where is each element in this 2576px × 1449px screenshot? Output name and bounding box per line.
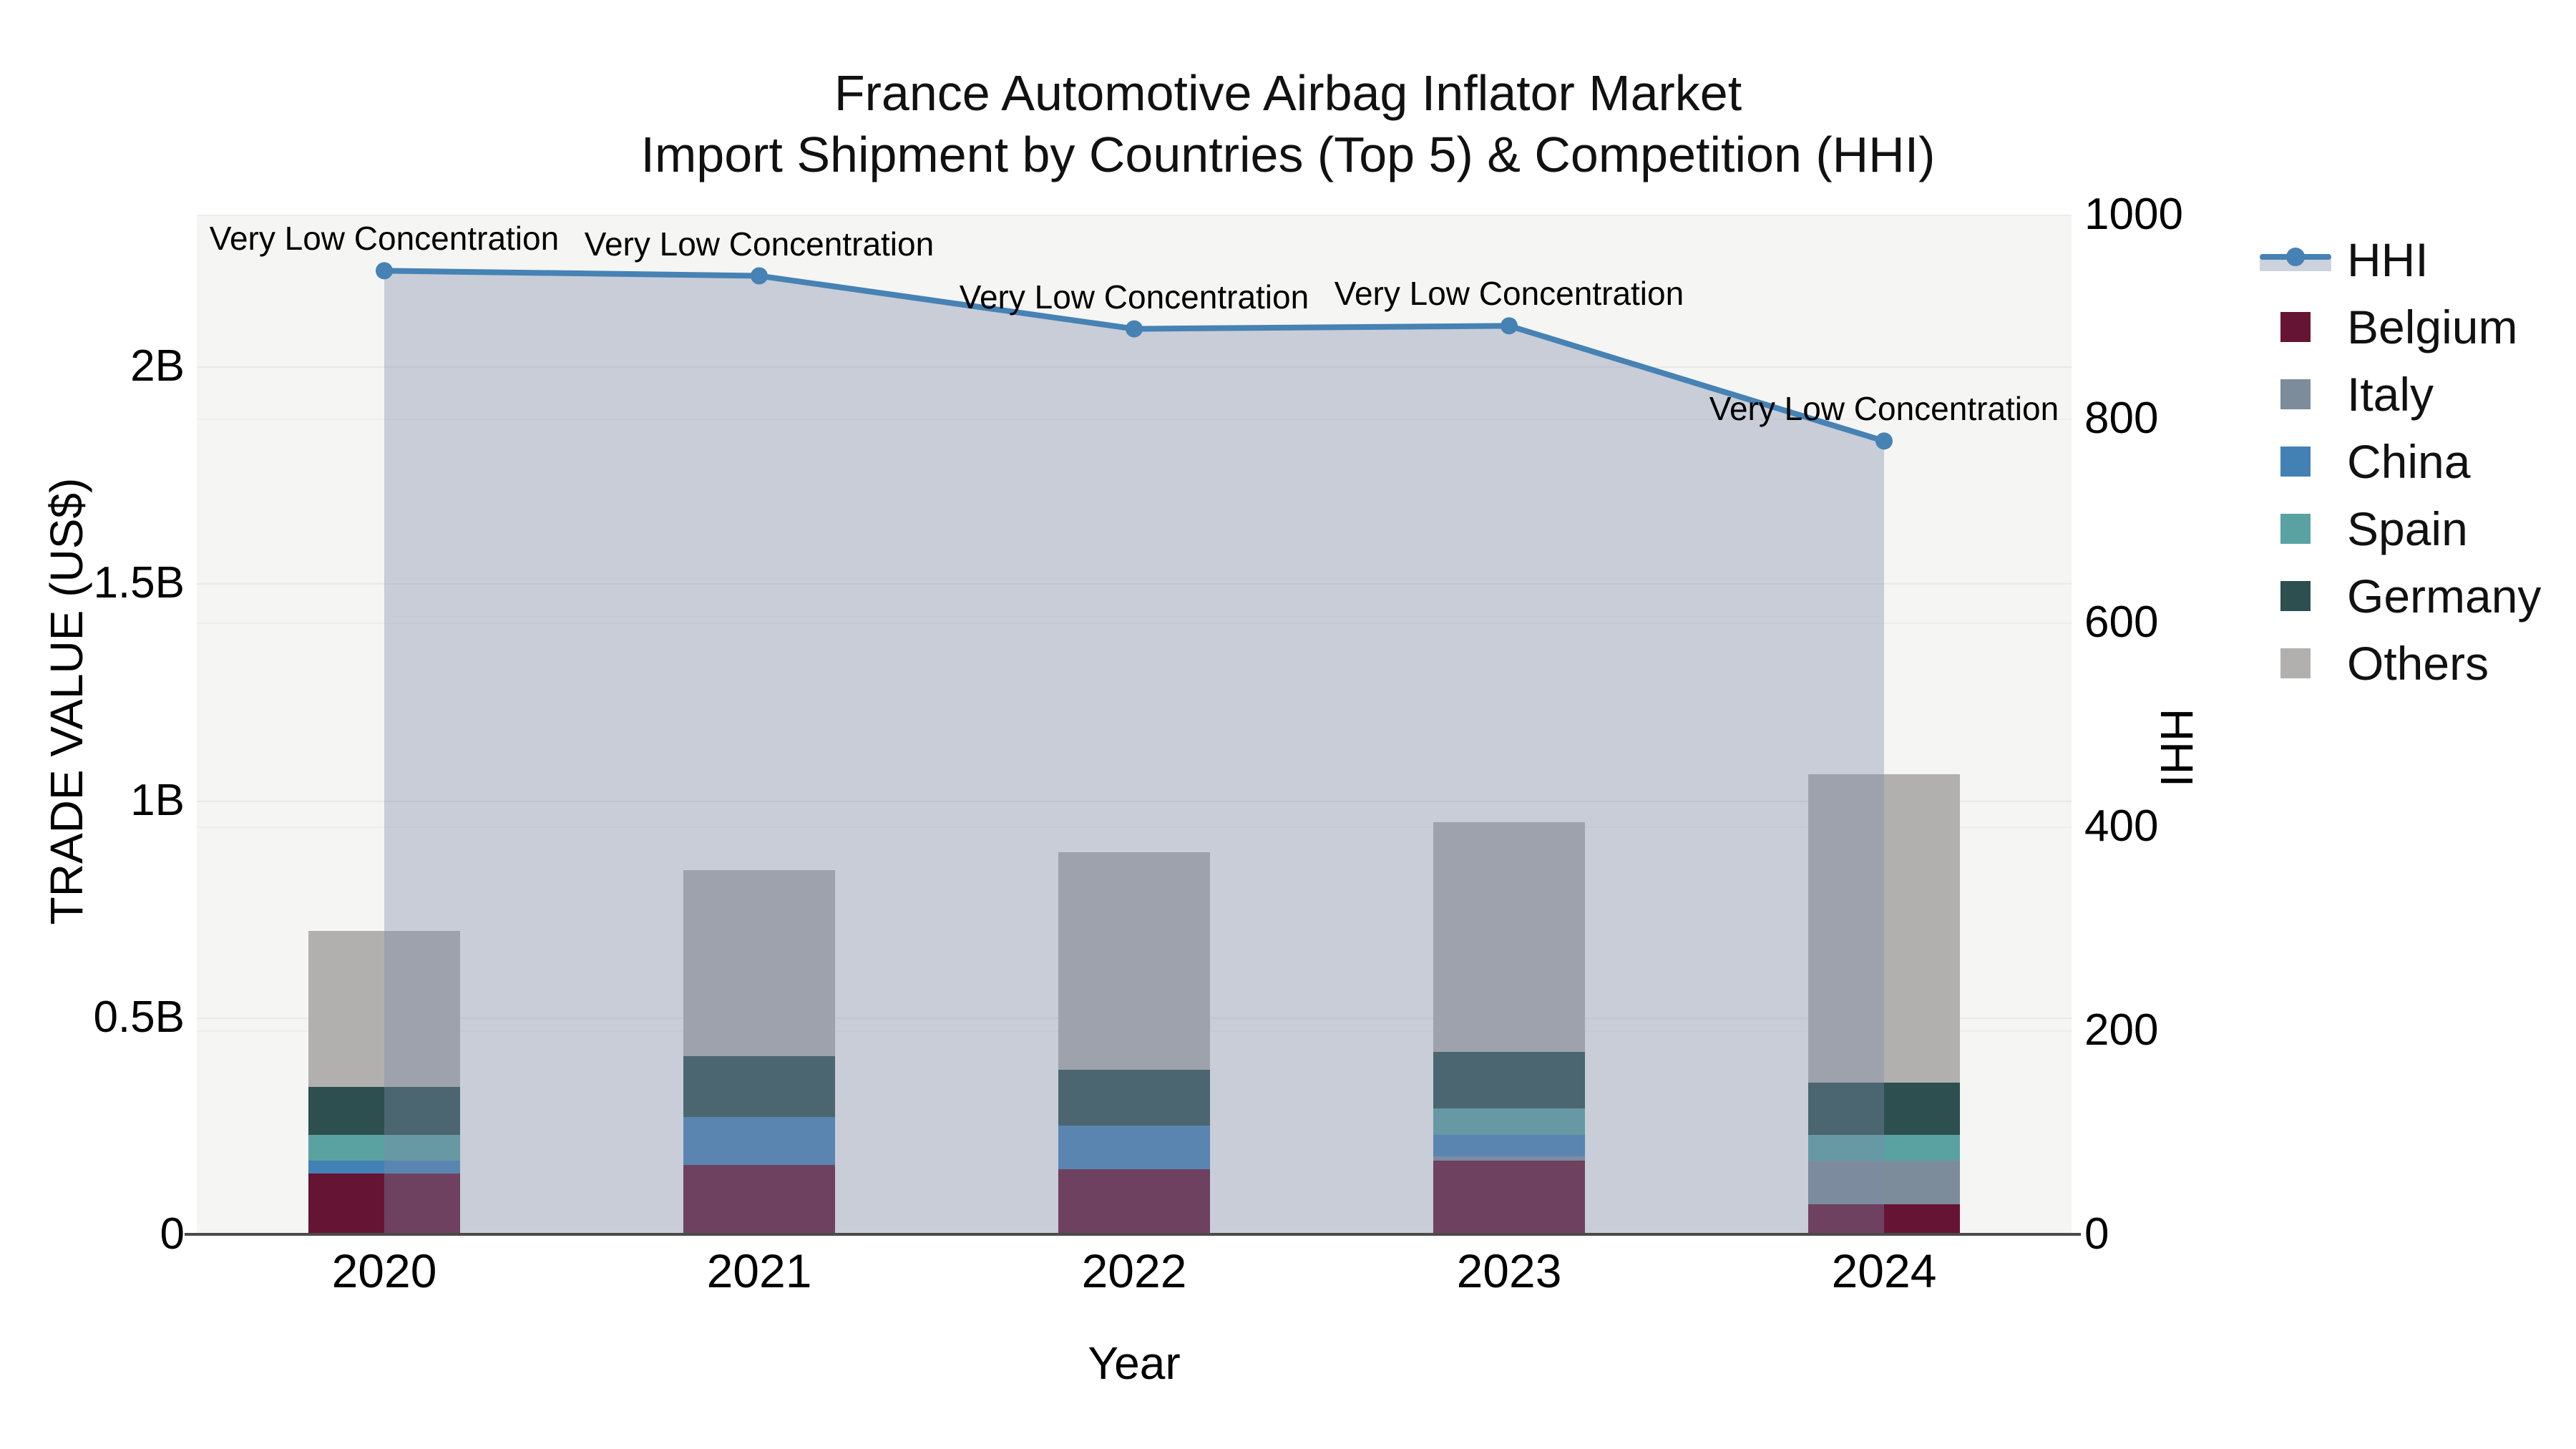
hhi-area-fill <box>384 270 1884 1234</box>
legend-item-italy: Italy <box>2260 361 2541 428</box>
color-swatch-icon <box>2280 312 2311 342</box>
legend-label: Germany <box>2347 570 2542 623</box>
x-tick-label-2020: 2020 <box>331 1244 437 1297</box>
hhi-point-2022 <box>1126 320 1143 338</box>
x-tick-label-2024: 2024 <box>1831 1244 1937 1297</box>
bar-segment-belgium-2022 <box>1058 1169 1210 1234</box>
annotation-2024: Very Low Concentration <box>1709 390 2059 427</box>
hhi-point-2023 <box>1501 317 1518 335</box>
gridline-left-axis <box>197 366 2072 368</box>
hhi-line-sample-icon <box>2260 238 2331 281</box>
legend-label: Others <box>2347 637 2489 690</box>
color-swatch-icon <box>2280 581 2311 611</box>
legend-item-germany: Germany <box>2260 562 2541 630</box>
legend-item-china: China <box>2260 428 2541 495</box>
bar-segment-belgium-2020 <box>308 1174 460 1234</box>
annotation-2023: Very Low Concentration <box>1334 275 1684 312</box>
legend-label: HHI <box>2347 233 2429 286</box>
gridline-left-axis <box>197 801 2072 802</box>
y-right-tick-label: 200 <box>2084 1005 2159 1055</box>
color-swatch-icon <box>2280 379 2311 409</box>
y-right-tick-label: 600 <box>2084 597 2159 647</box>
y-left-tick-label: 1B <box>130 776 185 825</box>
x-axis-title: Year <box>1088 1337 1181 1389</box>
legend-label: Spain <box>2347 502 2468 555</box>
x-tick-label-2021: 2021 <box>706 1244 812 1297</box>
hhi-point-2024 <box>1875 432 1893 450</box>
legend-item-spain: Spain <box>2260 495 2541 562</box>
legend: HHI Belgium Italy China Spain Germany Others <box>2260 226 2541 697</box>
y-right-tick-label: 1000 <box>2084 190 2183 239</box>
bar-segment-belgium-2023 <box>1433 1161 1585 1235</box>
x-tick-label-2023: 2023 <box>1456 1244 1562 1297</box>
legend-swatch-italy <box>2260 373 2331 416</box>
legend-item-belgium: Belgium <box>2260 293 2541 361</box>
legend-swatch-spain <box>2260 507 2331 550</box>
bar-segment-belgium-2021 <box>683 1165 835 1235</box>
annotation-2022: Very Low Concentration <box>959 278 1309 316</box>
y-left-tick-label: 0 <box>160 1209 185 1259</box>
gridline-right-axis <box>197 215 2072 216</box>
legend-label: China <box>2347 435 2471 488</box>
annotation-2020: Very Low Concentration <box>209 220 560 257</box>
hhi-marker-sample <box>2286 248 2305 266</box>
y-left-axis-title: TRADE VALUE (US$) <box>41 477 92 925</box>
bar-segment-belgium-2024 <box>1808 1204 1960 1235</box>
hhi-point-2020 <box>376 262 393 280</box>
chart-title-line1: France Automotive Airbag Inflator Market <box>834 65 1742 121</box>
y-left-tick-label: 1.5B <box>93 558 185 608</box>
legend-item-others: Others <box>2260 630 2541 697</box>
x-tick-label-2022: 2022 <box>1081 1244 1187 1297</box>
gridline-right-axis <box>197 623 2072 624</box>
legend-label: Belgium <box>2347 301 2518 353</box>
chart-title-line2: Import Shipment by Countries (Top 5) & C… <box>640 127 1936 182</box>
legend-swatch-belgium <box>2260 306 2331 348</box>
color-swatch-icon <box>2280 447 2311 477</box>
y-left-tick-label: 0.5B <box>93 992 185 1042</box>
color-swatch-icon <box>2280 514 2311 544</box>
legend-item-hhi: HHI <box>2260 226 2541 293</box>
gridline-left-axis <box>197 583 2072 585</box>
gridline-right-axis <box>197 826 2072 828</box>
annotation-2021: Very Low Concentration <box>584 225 935 263</box>
x-axis-line <box>185 1233 2081 1236</box>
y-right-axis-title: HHI <box>2151 708 2202 788</box>
y-right-tick-label: 800 <box>2084 394 2159 443</box>
y-right-tick-label: 400 <box>2084 801 2159 851</box>
gridline-right-axis <box>197 419 2072 420</box>
legend-swatch-germany <box>2260 575 2331 618</box>
legend-swatch-others <box>2260 642 2331 685</box>
y-right-tick-label: 0 <box>2084 1209 2109 1259</box>
color-swatch-icon <box>2280 648 2311 678</box>
y-left-tick-label: 2B <box>130 341 185 391</box>
hhi-point-2021 <box>751 267 768 285</box>
legend-swatch-china <box>2260 440 2331 483</box>
legend-label: Italy <box>2347 368 2434 421</box>
